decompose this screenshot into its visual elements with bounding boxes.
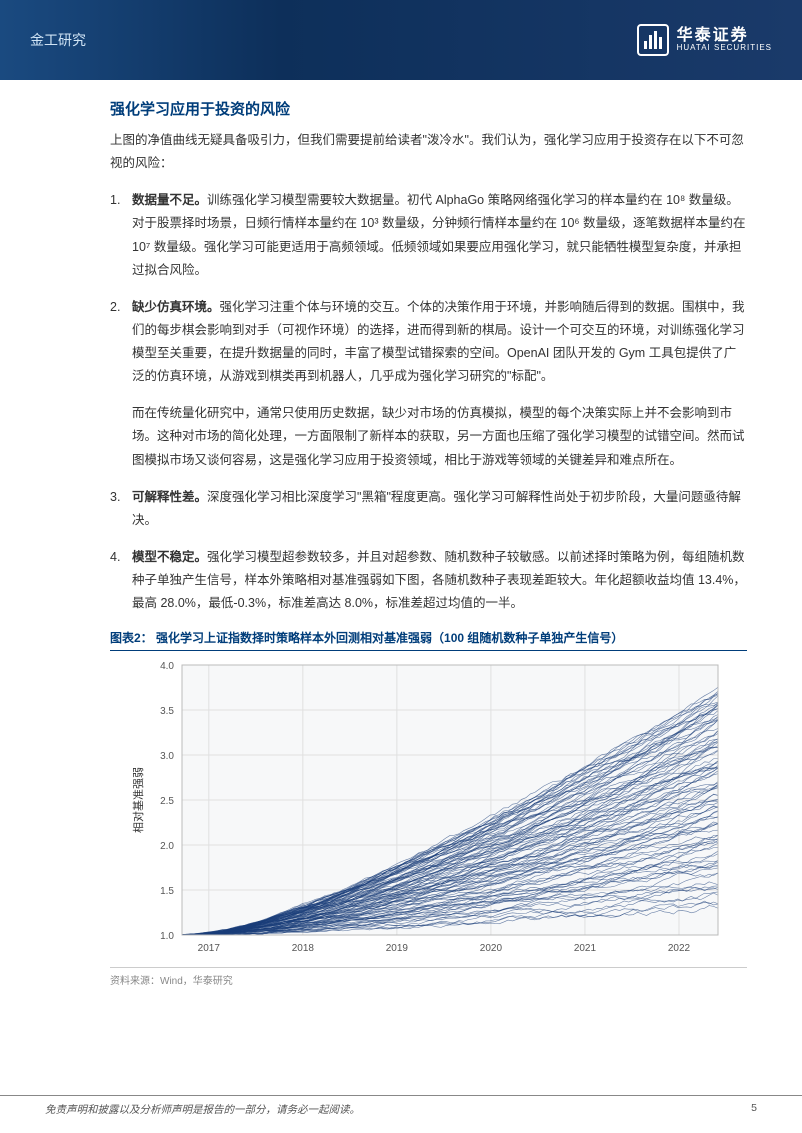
list-number: 2. [110, 296, 120, 319]
risk-text: 强化学习注重个体与环境的交互。个体的决策作用于环境，并影响随后得到的数据。围棋中… [132, 300, 745, 383]
logo-icon [637, 24, 669, 56]
chart-title: 图表2： 强化学习上证指数择时策略样本外回测相对基准强弱（100 组随机数种子单… [110, 629, 747, 651]
svg-text:2020: 2020 [480, 943, 503, 954]
risk-item-2: 2. 缺少仿真环境。强化学习注重个体与环境的交互。个体的决策作用于环境，并影响随… [110, 296, 747, 389]
chart-source: 资料来源：Wind，华泰研究 [110, 967, 747, 987]
svg-text:3.0: 3.0 [160, 751, 174, 762]
chart-figure: 1.0 1.5 2.0 2.5 3.0 3.5 4.0 2017 2018 2019 2020 202… [110, 655, 747, 965]
svg-text:相对基准强弱: 相对基准强弱 [131, 767, 145, 833]
risk-item-3: 3. 可解释性差。深度强化学习相比深度学习"黑箱"程度更高。强化学习可解释性尚处… [110, 486, 747, 532]
risk-label: 数据量不足。 [132, 193, 207, 207]
chart-title-prefix: 图表2： [110, 631, 153, 645]
svg-text:2.0: 2.0 [160, 841, 174, 852]
report-category: 金工研究 [30, 30, 86, 50]
risk-item-2-continue: 而在传统量化研究中，通常只使用历史数据，缺少对市场的仿真模拟，模型的每个决策实际… [110, 402, 747, 471]
risk-text: 强化学习模型超参数较多，并且对超参数、随机数种子较敏感。以前述择时策略为例，每组… [132, 550, 746, 610]
risk-label: 模型不稳定。 [132, 550, 207, 564]
svg-text:2017: 2017 [198, 943, 221, 954]
chart-svg: 1.0 1.5 2.0 2.5 3.0 3.5 4.0 2017 2018 2019 2020 202… [110, 655, 730, 965]
svg-text:4.0: 4.0 [160, 661, 174, 672]
footer-disclaimer: 免责声明和披露以及分析师声明是报告的一部分，请务必一起阅读。 [45, 1102, 360, 1117]
svg-text:2021: 2021 [574, 943, 597, 954]
svg-text:2022: 2022 [668, 943, 691, 954]
list-number: 4. [110, 546, 120, 569]
list-number: 3. [110, 486, 120, 509]
risk-list: 1. 数据量不足。训练强化学习模型需要较大数据量。初代 AlphaGo 策略网络… [110, 189, 747, 615]
page-number: 5 [751, 1102, 757, 1117]
intro-paragraph: 上图的净值曲线无疑具备吸引力，但我们需要提前给读者"泼冷水"。我们认为，强化学习… [110, 129, 747, 175]
company-logo: 华泰证券 HUATAI SECURITIES [637, 24, 772, 56]
list-number: 1. [110, 189, 120, 212]
risk-text: 训练强化学习模型需要较大数据量。初代 AlphaGo 策略网络强化学习的样本量约… [132, 193, 746, 276]
chart-title-text: 强化学习上证指数择时策略样本外回测相对基准强弱（100 组随机数种子单独产生信号… [156, 631, 623, 645]
risk-item-4: 4. 模型不稳定。强化学习模型超参数较多，并且对超参数、随机数种子较敏感。以前述… [110, 546, 747, 615]
report-header: 金工研究 华泰证券 HUATAI SECURITIES [0, 0, 802, 80]
svg-text:2.5: 2.5 [160, 796, 174, 807]
svg-text:1.5: 1.5 [160, 886, 174, 897]
company-name-en: HUATAI SECURITIES [677, 44, 772, 53]
svg-text:3.5: 3.5 [160, 706, 174, 717]
svg-text:1.0: 1.0 [160, 931, 174, 942]
risk-text: 深度强化学习相比深度学习"黑箱"程度更高。强化学习可解释性尚处于初步阶段，大量问… [132, 490, 741, 527]
svg-text:2018: 2018 [292, 943, 315, 954]
svg-text:2019: 2019 [386, 943, 409, 954]
section-title: 强化学习应用于投资的风险 [110, 98, 747, 119]
page-footer: 免责声明和披露以及分析师声明是报告的一部分，请务必一起阅读。 5 [0, 1095, 802, 1117]
risk-item-1: 1. 数据量不足。训练强化学习模型需要较大数据量。初代 AlphaGo 策略网络… [110, 189, 747, 282]
risk-label: 缺少仿真环境。 [132, 300, 220, 314]
risk-label: 可解释性差。 [132, 490, 207, 504]
main-content: 强化学习应用于投资的风险 上图的净值曲线无疑具备吸引力，但我们需要提前给读者"泼… [0, 80, 802, 987]
company-name-cn: 华泰证券 [677, 27, 772, 45]
